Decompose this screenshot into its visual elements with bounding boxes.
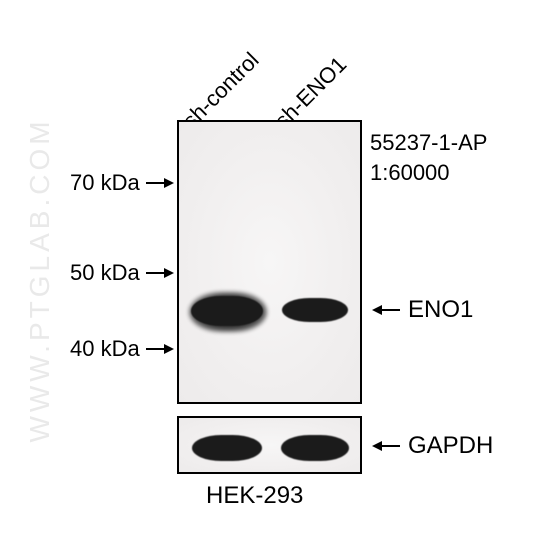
arrow-right-icon [144, 341, 174, 357]
right-label-eno1: ENO1 [372, 296, 473, 324]
band-eno1-sheno1 [282, 298, 348, 322]
right-label-eno1-text: ENO1 [408, 296, 473, 324]
watermark-text: WWW.PTGLAB.COM [24, 117, 56, 442]
antibody-catalog: 55237-1-AP [370, 128, 487, 158]
figure-root: WWW.PTGLAB.COM sh-control sh-ENO1 55237-… [0, 0, 540, 560]
antibody-dilution: 1:60000 [370, 158, 487, 188]
band-eno1-shcontrol [191, 296, 263, 326]
blot-main-bg [179, 122, 360, 402]
arrow-left-icon [372, 302, 402, 318]
marker-50kda: 50 kDa [70, 260, 174, 286]
blot-loading [177, 416, 362, 474]
cell-line-label: HEK-293 [206, 482, 303, 510]
marker-50kda-label: 50 kDa [70, 260, 140, 286]
blot-main [177, 120, 362, 404]
marker-40kda-label: 40 kDa [70, 336, 140, 362]
right-label-gapdh-text: GAPDH [408, 432, 493, 460]
band-gapdh-shcontrol [192, 435, 262, 461]
antibody-info: 55237-1-AP 1:60000 [370, 128, 487, 187]
right-label-gapdh: GAPDH [372, 432, 493, 460]
band-gapdh-sheno1 [281, 435, 349, 461]
marker-40kda: 40 kDa [70, 336, 174, 362]
arrow-right-icon [144, 175, 174, 191]
marker-70kda: 70 kDa [70, 170, 174, 196]
arrow-left-icon [372, 438, 402, 454]
marker-70kda-label: 70 kDa [70, 170, 140, 196]
arrow-right-icon [144, 265, 174, 281]
